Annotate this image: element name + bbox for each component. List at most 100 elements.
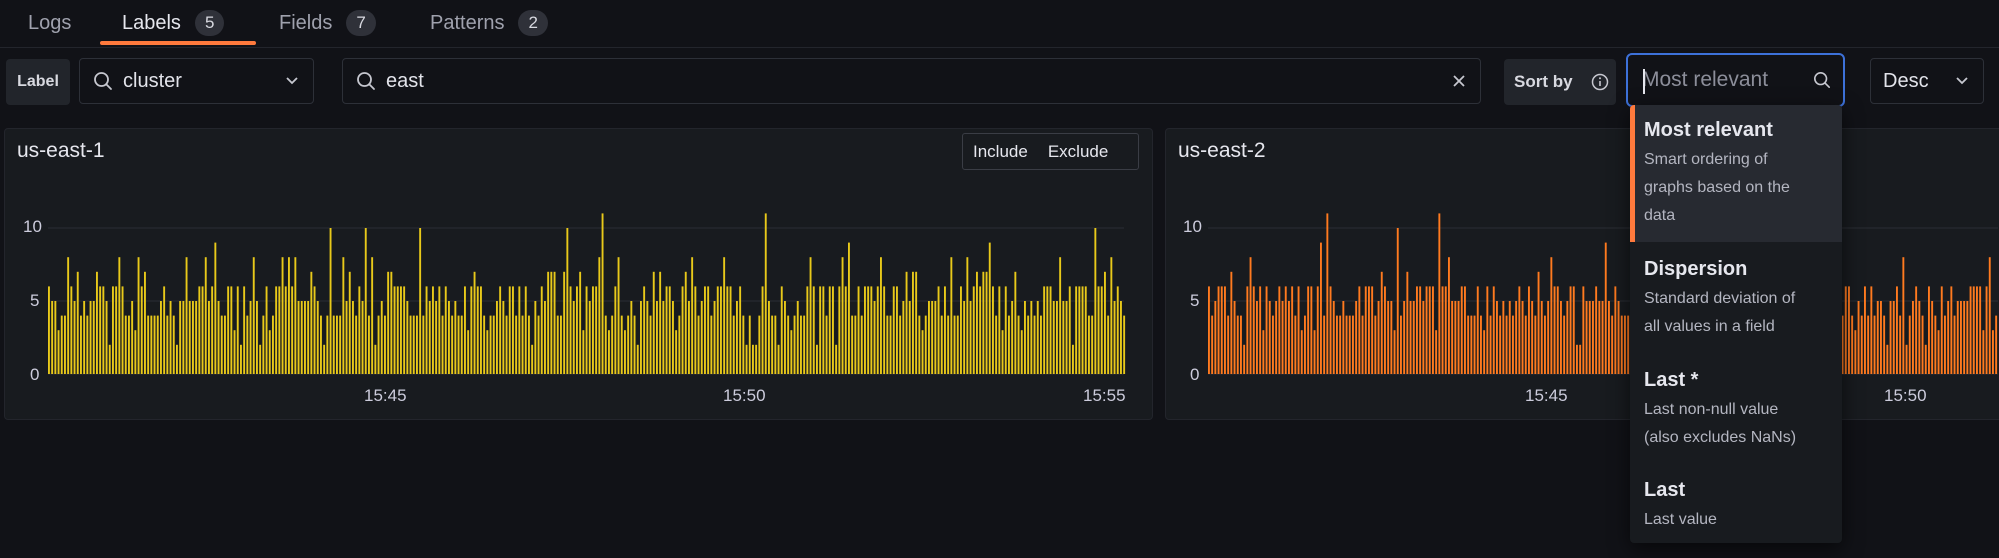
chart-bar bbox=[595, 286, 598, 374]
chart-bar bbox=[1345, 315, 1348, 374]
chart-bar bbox=[1544, 315, 1546, 374]
chart-bar bbox=[454, 301, 457, 374]
sort-option-last[interactable]: Last Last value bbox=[1630, 479, 1842, 539]
chart-bar bbox=[1240, 315, 1242, 374]
chart-bar bbox=[262, 315, 265, 374]
exclude-button[interactable]: Exclude bbox=[1047, 141, 1109, 161]
chart-bar bbox=[793, 315, 796, 374]
sort-option-most-relevant[interactable]: Most relevant Smart ordering of graphs b… bbox=[1630, 105, 1842, 242]
chart-bar bbox=[1428, 286, 1431, 374]
chart-bar bbox=[921, 330, 924, 374]
chart-bar bbox=[924, 315, 927, 374]
tab-count-badge: 5 bbox=[194, 10, 225, 36]
chart-bar bbox=[1256, 301, 1258, 374]
chart-bar bbox=[1246, 286, 1249, 374]
chart-bar bbox=[800, 315, 802, 374]
chart-bar bbox=[1992, 330, 1994, 374]
chart-bar bbox=[636, 344, 639, 374]
chart-bar bbox=[1851, 315, 1854, 374]
include-button[interactable]: Include bbox=[973, 141, 1028, 161]
chart-bar bbox=[652, 271, 655, 374]
chart-bar bbox=[300, 301, 303, 374]
chart-bar bbox=[1947, 301, 1950, 374]
info-icon[interactable] bbox=[1591, 73, 1609, 91]
chart-bar bbox=[1336, 315, 1338, 374]
chart-bar bbox=[774, 315, 777, 374]
chart-bar bbox=[256, 301, 258, 374]
chart-bar bbox=[1950, 286, 1953, 374]
chart-bar bbox=[713, 301, 716, 374]
chart-bar bbox=[1062, 301, 1065, 374]
chart-bar bbox=[1556, 286, 1559, 374]
sort-option-dispersion[interactable]: Dispersion Standard deviation of all val… bbox=[1630, 258, 1842, 358]
chart-bar bbox=[902, 301, 905, 374]
chart-bar bbox=[1310, 286, 1313, 374]
label-select-value: cluster bbox=[123, 69, 182, 92]
chart-bar bbox=[1284, 286, 1287, 374]
chart-bar bbox=[1236, 315, 1239, 374]
chart-bar bbox=[284, 286, 287, 374]
chart-bar bbox=[499, 286, 502, 374]
chart-bar bbox=[588, 301, 591, 374]
chart-bar bbox=[979, 286, 982, 374]
chart-bar bbox=[201, 286, 204, 374]
direction-select[interactable]: Desc bbox=[1870, 58, 1984, 104]
chevron-down-icon[interactable] bbox=[1955, 76, 1969, 86]
search-input[interactable]: east bbox=[342, 58, 1481, 104]
chart-bar bbox=[566, 228, 569, 374]
chart-bar bbox=[809, 257, 812, 374]
chart-bar bbox=[892, 286, 895, 374]
chart-bar bbox=[1358, 286, 1361, 374]
chart-bar bbox=[1268, 301, 1271, 374]
chart-bar bbox=[819, 286, 822, 374]
tab-fields[interactable]: Fields 7 bbox=[279, 0, 376, 46]
chart-bar bbox=[1088, 315, 1090, 374]
clear-icon[interactable] bbox=[1452, 74, 1466, 88]
chart-bar bbox=[953, 315, 956, 374]
search-icon bbox=[356, 71, 376, 91]
chart-bar bbox=[678, 315, 681, 374]
chart-bar bbox=[1512, 315, 1514, 374]
chart-bar bbox=[675, 330, 678, 374]
chart-bar bbox=[665, 286, 668, 374]
chart-bar bbox=[320, 315, 322, 374]
chart-bar bbox=[896, 286, 898, 374]
chevron-down-icon[interactable] bbox=[285, 76, 299, 86]
chart-bar bbox=[336, 315, 338, 374]
chart-bar bbox=[780, 286, 783, 374]
chart-bar bbox=[172, 315, 175, 374]
chart-bar bbox=[163, 286, 166, 374]
chart-bar bbox=[1937, 330, 1940, 374]
chart-bar bbox=[86, 315, 89, 374]
chart-bar bbox=[1470, 315, 1473, 374]
chart-bar bbox=[1976, 286, 1978, 374]
tab-labels[interactable]: Labels 5 bbox=[122, 0, 225, 46]
chart-bar bbox=[326, 315, 329, 374]
chart-bar bbox=[1608, 301, 1610, 374]
tab-patterns[interactable]: Patterns 2 bbox=[430, 0, 548, 46]
chart-bar bbox=[1944, 315, 1946, 374]
chart-bar bbox=[768, 301, 770, 374]
chart-bar bbox=[1030, 301, 1033, 374]
chart-bar bbox=[387, 271, 390, 374]
chart-bar bbox=[1860, 315, 1863, 374]
chart-bar bbox=[1275, 301, 1278, 374]
chart-bar bbox=[1036, 301, 1039, 374]
sort-option-last-star[interactable]: Last * Last non-null value (also exclude… bbox=[1630, 369, 1842, 469]
tab-logs[interactable]: Logs bbox=[28, 0, 71, 46]
chart-bar bbox=[480, 286, 482, 374]
chart-bar bbox=[1214, 301, 1217, 374]
chart-bar bbox=[1097, 286, 1100, 374]
chart-bar bbox=[624, 330, 626, 374]
chart-bar bbox=[729, 286, 732, 374]
desc-line: data bbox=[1644, 207, 1676, 224]
label-select[interactable]: cluster bbox=[79, 58, 314, 104]
chart-bar bbox=[726, 286, 729, 374]
chart-bar bbox=[105, 301, 108, 374]
sort-select-input[interactable]: Most relevant bbox=[1626, 53, 1845, 107]
desc-line: Last value bbox=[1644, 511, 1717, 528]
chart-bar bbox=[812, 286, 815, 374]
y-tick-label: 10 bbox=[23, 217, 42, 236]
chart-bar bbox=[1569, 286, 1572, 374]
chart-bar bbox=[1928, 286, 1930, 374]
